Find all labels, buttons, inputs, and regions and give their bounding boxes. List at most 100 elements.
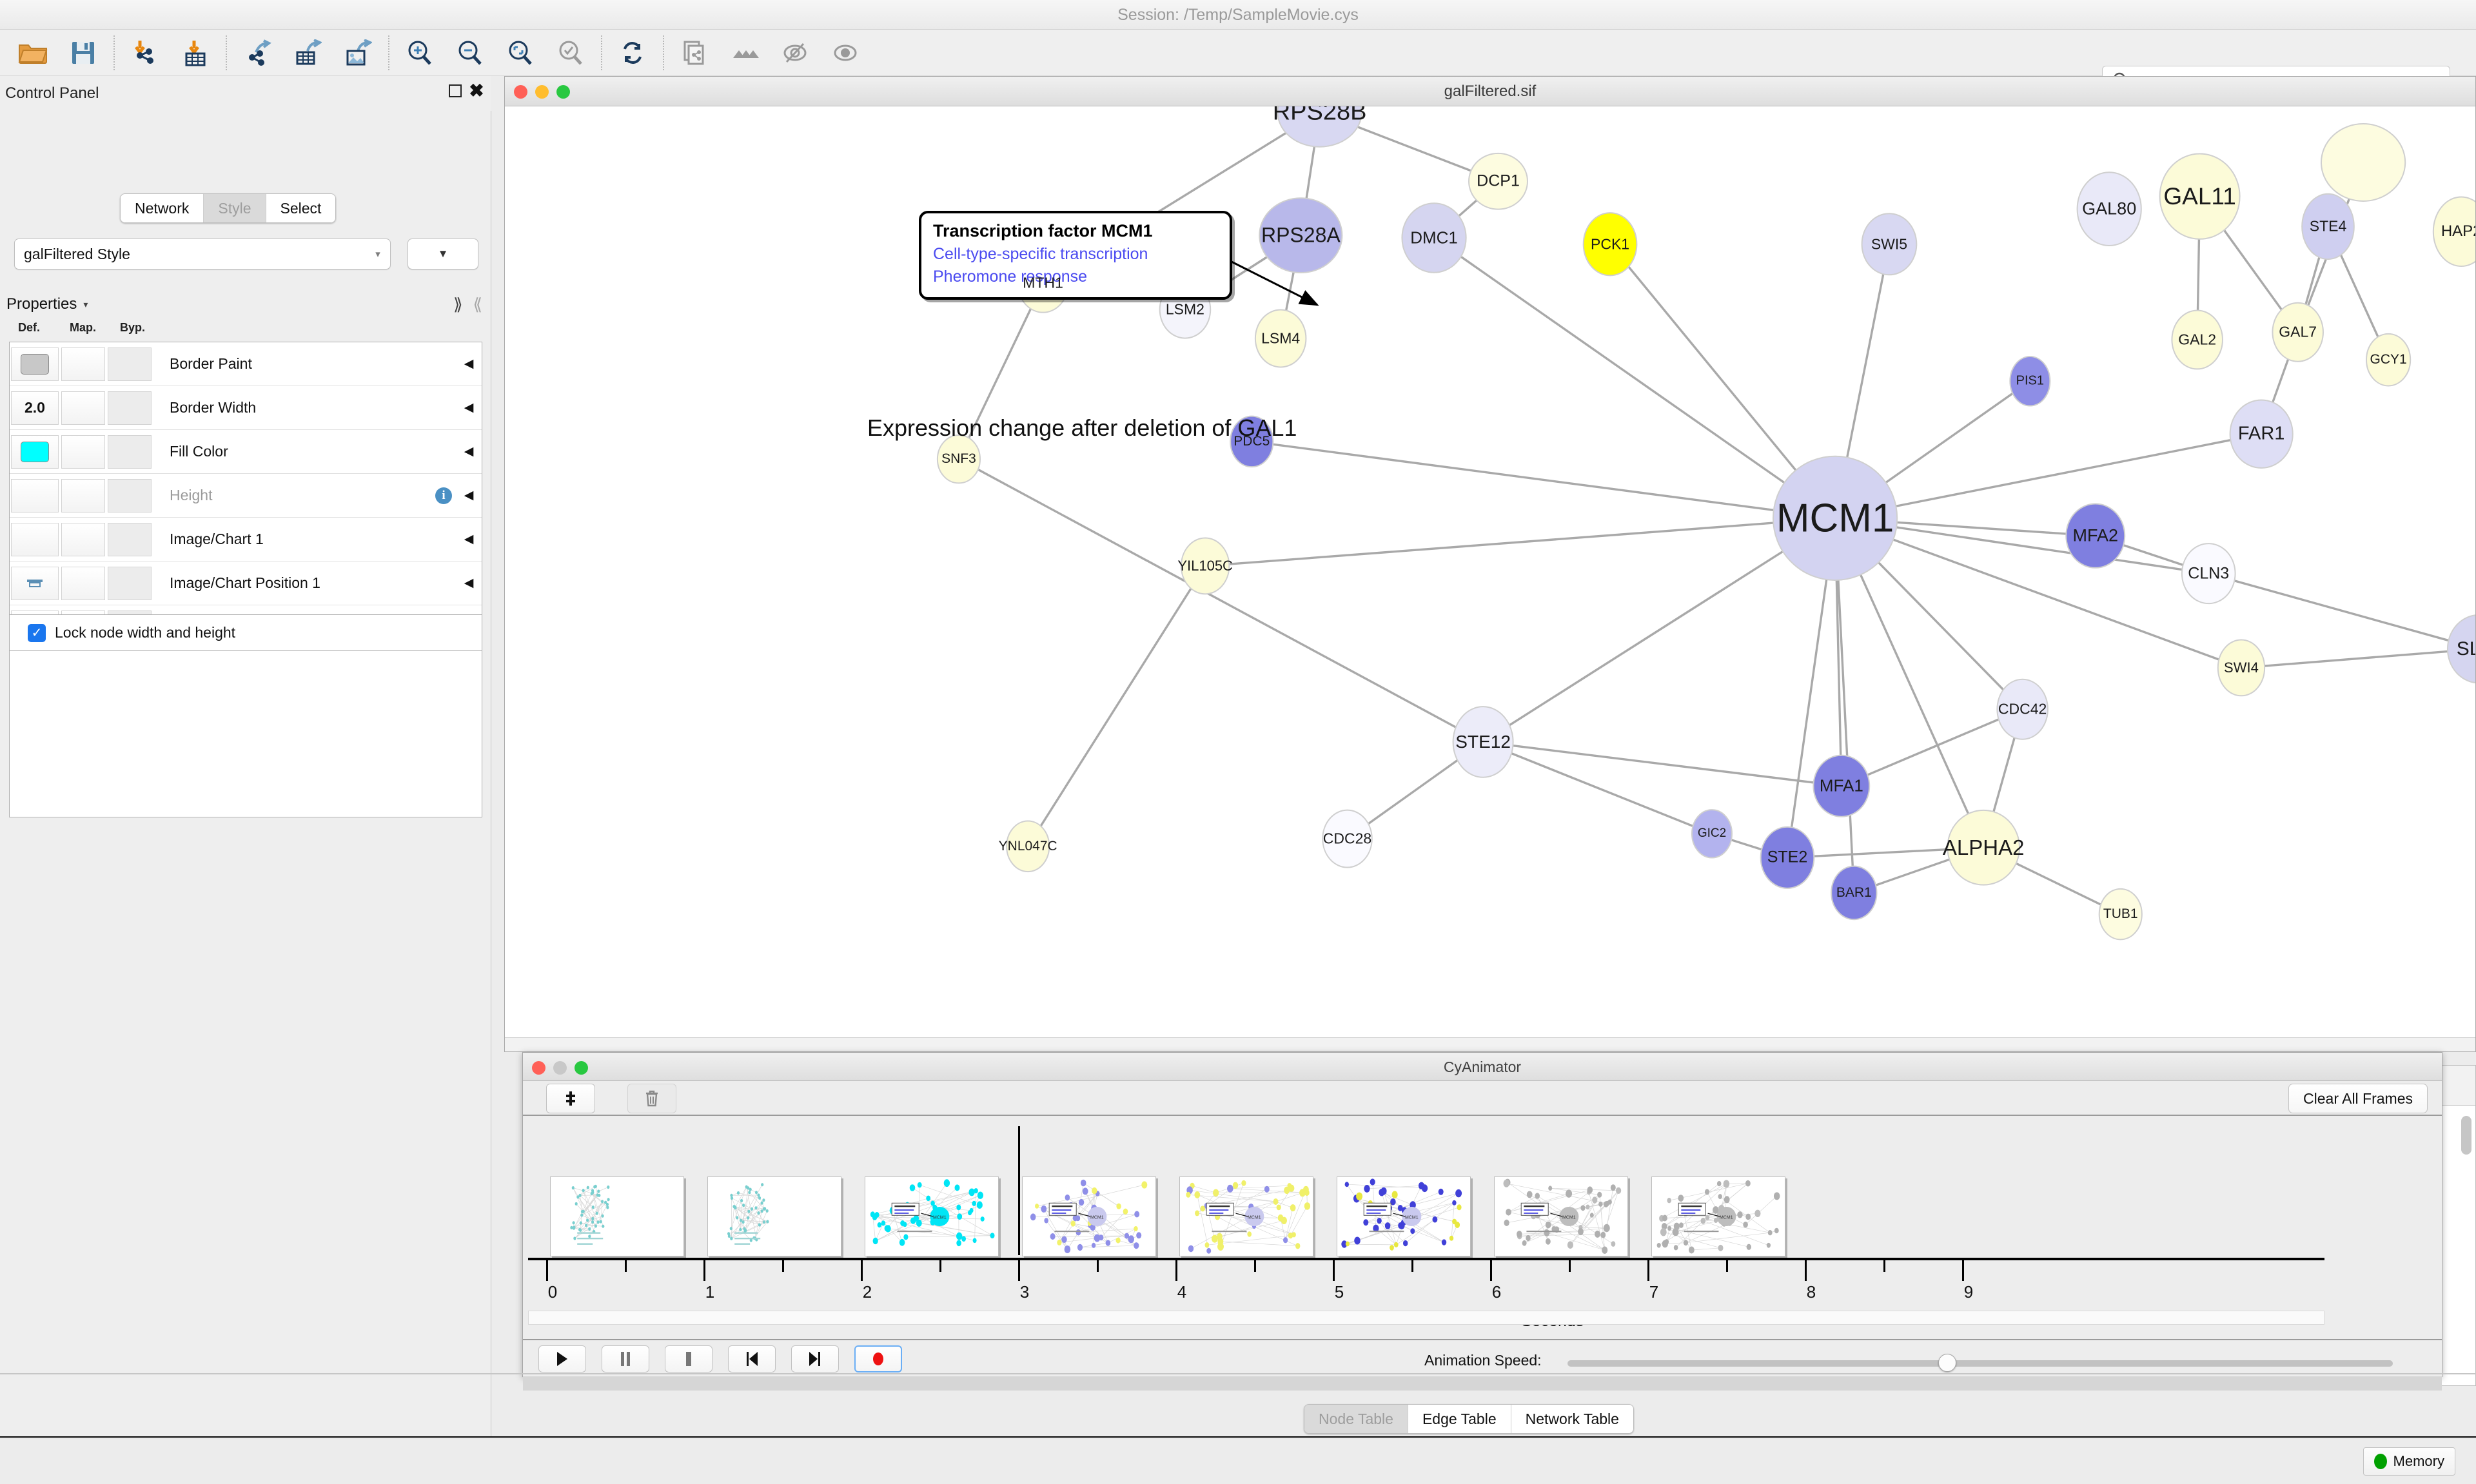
property-bypass-cell[interactable] [108, 566, 152, 600]
tab-edge-table[interactable]: Edge Table [1408, 1405, 1511, 1433]
property-row[interactable]: Border Paint ◀ [10, 342, 482, 386]
property-bypass-cell[interactable] [108, 478, 152, 513]
show-all-icon[interactable] [720, 30, 770, 76]
network-horizontal-scrollbar[interactable] [505, 1037, 2475, 1051]
property-default-cell[interactable] [11, 347, 59, 381]
next-frame-button[interactable] [791, 1345, 839, 1372]
network-node[interactable] [2171, 309, 2223, 370]
property-default-cell[interactable]: 2.0 [11, 391, 59, 425]
export-image-icon[interactable] [333, 30, 383, 76]
property-mapping-cell[interactable] [61, 566, 105, 600]
import-network-icon[interactable] [120, 30, 170, 76]
network-node[interactable] [1861, 213, 1918, 276]
export-table-icon[interactable] [282, 30, 333, 76]
prev-frame-button[interactable] [728, 1345, 776, 1372]
tab-network-table[interactable]: Network Table [1511, 1405, 1633, 1433]
add-frame-button[interactable] [546, 1084, 595, 1113]
network-edge[interactable] [1834, 433, 2262, 520]
cyanimator-bottom-scrollbar[interactable] [523, 1376, 2442, 1391]
network-edge[interactable] [1482, 741, 1842, 787]
network-node[interactable] [1006, 820, 1050, 873]
chevron-down-icon[interactable]: ▾ [83, 298, 88, 309]
play-button[interactable] [538, 1345, 586, 1372]
network-node[interactable] [2159, 153, 2241, 240]
show-selected-icon[interactable] [820, 30, 870, 76]
network-node[interactable] [1760, 826, 1815, 889]
network-node[interactable] [2446, 614, 2475, 684]
timeline-scrollbar[interactable] [528, 1311, 2324, 1325]
expand-property-arrow-icon[interactable]: ◀ [464, 489, 474, 502]
window-traffic-lights[interactable] [514, 85, 570, 99]
zoom-in-icon[interactable] [395, 30, 445, 76]
property-default-cell[interactable] [11, 610, 59, 614]
color-swatch-icon[interactable] [21, 441, 49, 462]
property-default-cell[interactable] [11, 434, 59, 469]
chevron-double-down-icon[interactable]: ⟫ [453, 294, 463, 314]
export-network-icon[interactable] [232, 30, 282, 76]
network-edge[interactable] [1834, 517, 2209, 575]
network-edge[interactable] [1841, 708, 2023, 787]
network-edge[interactable] [1482, 741, 1713, 835]
property-mapping-cell[interactable] [61, 391, 105, 425]
network-edge[interactable] [1205, 517, 1836, 567]
network-node[interactable] [2009, 356, 2051, 407]
color-swatch-icon[interactable] [21, 353, 49, 375]
network-node[interactable] [2365, 333, 2412, 387]
network-node[interactable] [1401, 202, 1467, 273]
timeline-frame[interactable]: MCM1 [1494, 1176, 1628, 1256]
network-node[interactable] [1452, 706, 1514, 778]
property-row[interactable]: Image/Chart 1 ◀ [10, 518, 482, 561]
open-folder-icon[interactable] [8, 30, 58, 76]
chevron-double-up-icon[interactable]: ⟪ [473, 294, 482, 314]
network-node[interactable] [1254, 309, 1307, 368]
property-row[interactable]: Image/Chart Position 1 ◀ [10, 561, 482, 605]
network-node[interactable] [1582, 212, 1638, 277]
save-icon[interactable] [58, 30, 108, 76]
network-edge[interactable] [2208, 572, 2475, 649]
timeline-frame[interactable]: MCM1 [1179, 1176, 1313, 1256]
network-node[interactable] [2432, 196, 2475, 267]
timeline-frame[interactable]: MCM1 [1337, 1176, 1471, 1256]
network-node[interactable] [1277, 106, 1362, 148]
network-node[interactable] [1813, 754, 1871, 817]
expand-property-arrow-icon[interactable]: ◀ [464, 357, 474, 371]
tab-select[interactable]: Select [266, 194, 336, 222]
network-node[interactable] [2272, 302, 2324, 362]
property-default-cell[interactable] [11, 478, 59, 513]
maximize-window-icon[interactable] [575, 1061, 588, 1075]
import-table-icon[interactable] [170, 30, 221, 76]
lock-checkbox[interactable]: ✓ [28, 623, 46, 642]
property-default-cell[interactable] [11, 522, 59, 556]
network-node[interactable] [2217, 639, 2266, 697]
tab-node-table[interactable]: Node Table [1304, 1405, 1408, 1433]
network-edge[interactable] [1433, 237, 1836, 520]
property-mapping-cell[interactable] [61, 434, 105, 469]
style-options-button[interactable]: ▼ [408, 239, 478, 269]
property-row[interactable]: 2.0 Border Width ◀ [10, 386, 482, 430]
network-edge[interactable] [1027, 565, 1206, 847]
node-table-scrollbar[interactable] [2461, 1116, 2471, 1155]
cyanimator-traffic-lights[interactable] [532, 1061, 588, 1075]
network-edge[interactable] [1252, 440, 1836, 520]
property-mapping-cell[interactable] [61, 347, 105, 381]
new-network-icon[interactable] [669, 30, 720, 76]
tab-style[interactable]: Style [204, 194, 266, 222]
expand-property-arrow-icon[interactable]: ◀ [464, 445, 474, 458]
expand-property-arrow-icon[interactable]: ◀ [464, 576, 474, 590]
network-node[interactable] [2320, 123, 2406, 202]
animation-speed-slider[interactable] [1567, 1360, 2393, 1367]
record-button[interactable] [854, 1345, 902, 1372]
network-node[interactable] [1831, 865, 1878, 921]
network-node[interactable] [1996, 678, 2049, 740]
zoom-selected-icon[interactable] [545, 30, 596, 76]
network-edge[interactable] [1482, 517, 1836, 743]
timeline-frame[interactable]: MCM1 [865, 1176, 999, 1256]
network-node[interactable] [2065, 503, 2126, 569]
expand-property-arrow-icon[interactable]: ◀ [464, 532, 474, 546]
property-mapping-cell[interactable] [61, 478, 105, 513]
animation-speed-knob[interactable] [1938, 1354, 1956, 1372]
property-mapping-cell[interactable] [61, 522, 105, 556]
timeline-frame[interactable]: MCM1 [1022, 1176, 1156, 1256]
tab-network[interactable]: Network [121, 194, 204, 222]
